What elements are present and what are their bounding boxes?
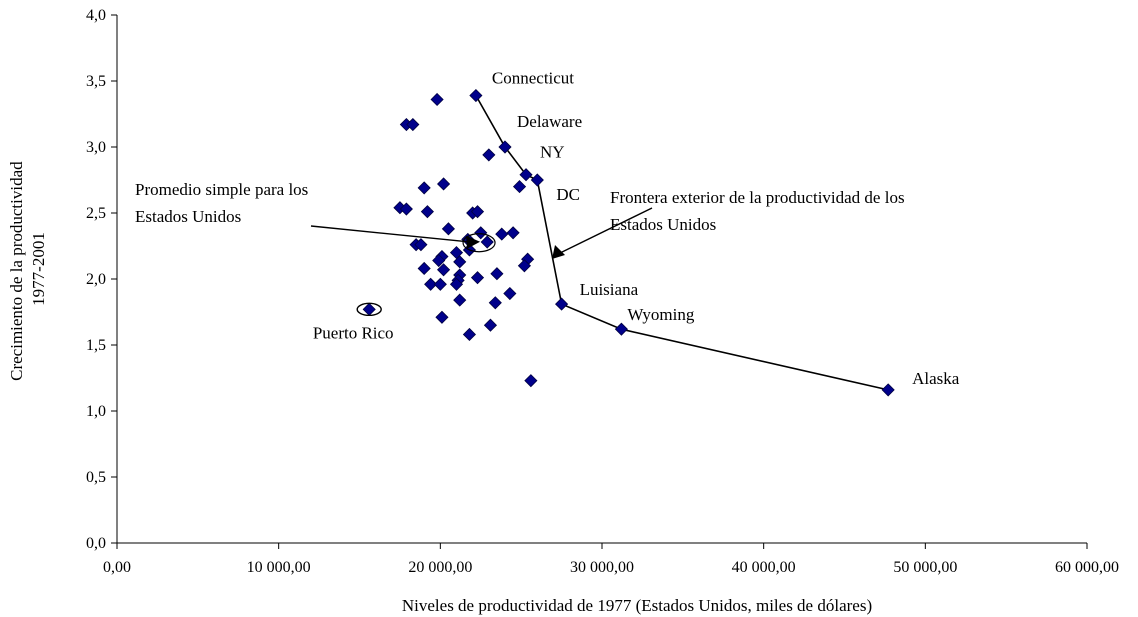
y-tick-label: 1,0 xyxy=(86,403,106,420)
x-tick-label: 30 000,00 xyxy=(570,559,634,576)
data-point xyxy=(495,227,509,241)
x-tick-label: 40 000,00 xyxy=(732,559,796,576)
average-highlight xyxy=(462,233,496,253)
y-axis-title: Crecimiento de la productividad 1977-200… xyxy=(7,157,48,381)
point-label: Connecticut xyxy=(492,69,574,88)
data-point xyxy=(503,286,517,301)
y-tick-label: 0,5 xyxy=(86,469,106,486)
point-label: DC xyxy=(556,185,580,204)
data-point xyxy=(517,259,531,273)
data-point xyxy=(362,302,376,316)
data-point xyxy=(506,226,520,240)
data-point xyxy=(480,235,494,249)
data-point xyxy=(437,263,451,277)
data-point xyxy=(453,255,467,269)
data-point xyxy=(488,296,502,310)
data-point xyxy=(881,383,895,397)
y-tick-label: 4,0 xyxy=(86,7,106,24)
x-tick-label: 60 000,00 xyxy=(1055,559,1119,576)
data-point xyxy=(482,148,496,162)
data-point xyxy=(406,117,420,132)
data-point xyxy=(469,88,483,103)
data-point xyxy=(435,310,449,324)
x-tick-label: 20 000,00 xyxy=(408,559,472,576)
y-tick-label: 0,0 xyxy=(86,535,106,552)
data-point xyxy=(470,271,485,285)
data-point xyxy=(614,322,628,336)
average-annotation-line: Estados Unidos xyxy=(135,207,241,226)
y-tick-label: 3,5 xyxy=(86,73,106,90)
y-tick-label: 3,0 xyxy=(86,139,106,156)
data-point xyxy=(399,202,413,216)
data-point xyxy=(524,374,538,388)
data-point xyxy=(555,297,569,311)
axes xyxy=(116,15,1087,544)
x-tick-label: 50 000,00 xyxy=(893,559,957,576)
y-tick-label: 2,5 xyxy=(86,205,106,222)
x-tick-label: 10 000,00 xyxy=(247,559,311,576)
data-point xyxy=(424,277,438,291)
data-point xyxy=(414,238,428,252)
data-point xyxy=(449,277,464,291)
data-point xyxy=(490,267,504,281)
data-point xyxy=(483,318,498,332)
y-axis-title-line-1: Crecimiento de la productividad xyxy=(7,161,26,381)
data-point xyxy=(433,277,447,291)
data-point xyxy=(453,293,467,307)
average-arrow-head xyxy=(466,235,481,249)
point-label: Delaware xyxy=(517,112,582,131)
x-axis-title: Niveles de productividad de 1977 (Estado… xyxy=(402,596,872,615)
frontier-layer xyxy=(475,95,889,391)
average-arrow-line xyxy=(310,225,468,243)
frontier-arrow-head xyxy=(552,245,565,259)
data-point xyxy=(519,168,533,182)
data-point xyxy=(437,177,451,191)
data-point xyxy=(417,181,431,195)
x-tick-label: 0,00 xyxy=(103,559,131,576)
data-point xyxy=(462,327,476,342)
puerto-rico-highlight xyxy=(356,302,382,317)
data-point xyxy=(417,261,431,276)
average-annotation-line: Promedio simple para los xyxy=(135,180,308,199)
points-layer xyxy=(362,88,895,397)
data-point xyxy=(430,92,444,107)
data-point xyxy=(420,205,434,219)
point-label: Puerto Rico xyxy=(313,323,394,342)
point-label: Alaska xyxy=(912,369,960,388)
annotation-layer: Promedio simple para los Estados Unidos Fr… xyxy=(135,180,905,317)
frontier-annotation-line: Frontera exterior de la productividad de… xyxy=(610,188,905,207)
data-point xyxy=(441,222,455,236)
data-point xyxy=(498,140,512,154)
data-point xyxy=(512,180,527,194)
x-ticks: 0,00 10 000,00 20 000,00 30 000,00 40 000,00… xyxy=(103,543,1119,576)
frontier-line xyxy=(475,95,889,391)
point-label: NY xyxy=(540,143,565,162)
y-axis-title-line-2: 1977-2001 xyxy=(29,232,48,306)
y-tick-label: 2,0 xyxy=(86,271,106,288)
point-label: Wyoming xyxy=(627,305,694,324)
data-point xyxy=(530,173,544,187)
y-tick-label: 1,5 xyxy=(86,337,106,354)
data-point xyxy=(470,205,485,219)
frontier-arrow-line xyxy=(557,207,653,255)
frontier-annotation-line: Estados Unidos xyxy=(610,215,716,234)
point-label: Luisiana xyxy=(580,280,639,299)
point-labels-layer: Connecticut Delaware NY DC Luisiana Wyoming Al… xyxy=(313,69,960,388)
y-ticks: 0,0 0,5 1,0 1,5 2,0 2,5 3,0 3,5 4,0 xyxy=(86,7,117,552)
data-point xyxy=(474,226,488,240)
data-point xyxy=(432,253,446,268)
